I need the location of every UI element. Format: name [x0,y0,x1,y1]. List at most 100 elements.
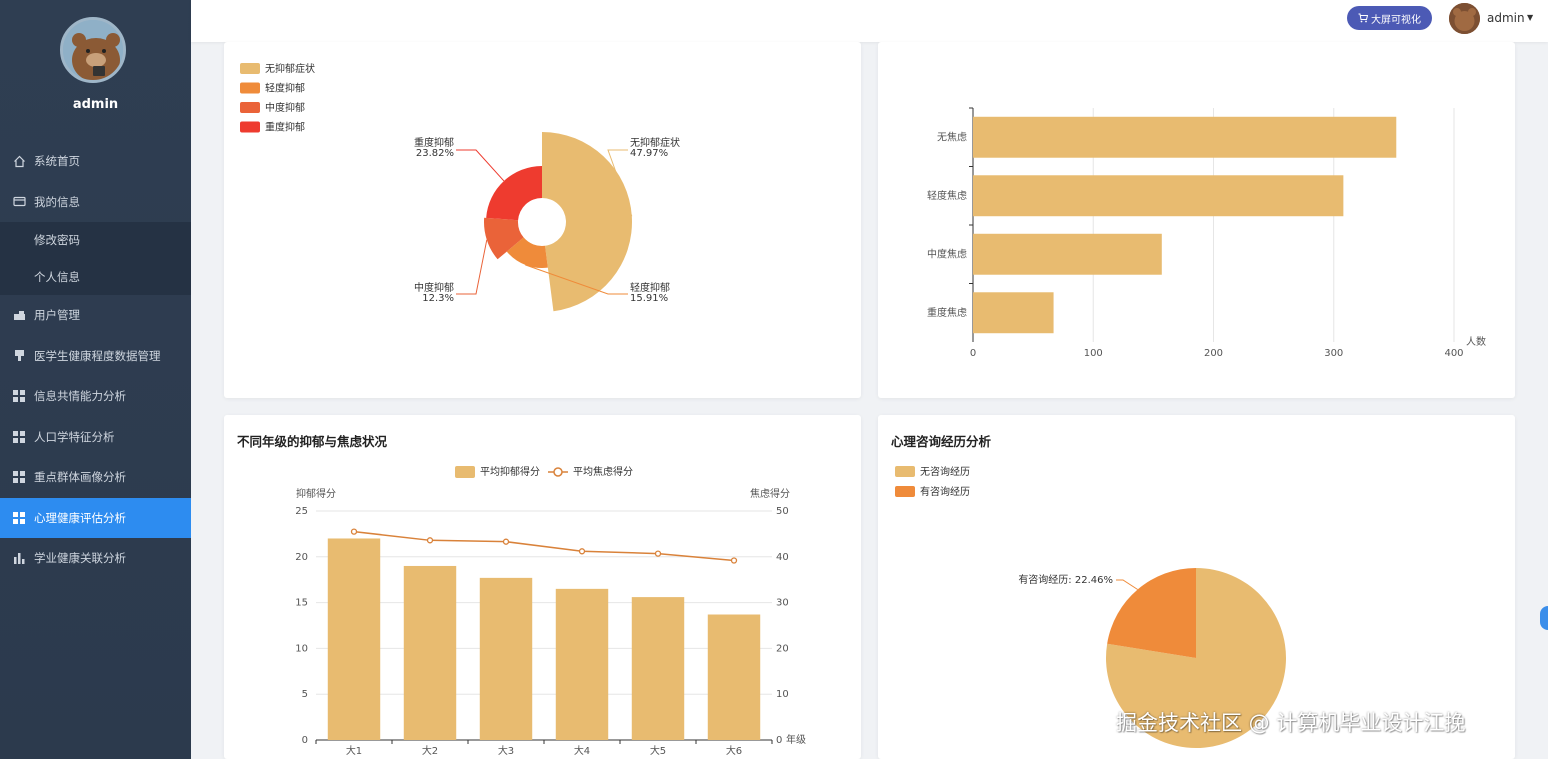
legend-swatch [240,63,260,74]
grade-chart-card: 不同年级的抑郁与焦虑状况 平均抑郁得分 平均焦虑得分 抑郁得分 焦虑得分 0 5 10 15 2… [224,415,861,759]
x-tick-label: 大2 [422,744,438,757]
legend-label: 中度抑郁 [265,101,305,114]
legend-label: 平均焦虑得分 [573,465,633,478]
y-tick-right: 40 [776,552,789,563]
grid-icon [12,430,26,444]
sidebar-menu: 系统首页 我的信息 修改密码 个人信息 用户管理 医学生健 [0,141,191,579]
x-tick-label: 200 [1204,348,1223,359]
line-point [502,538,510,545]
bigscreen-button[interactable]: 大屏可视化 [1347,6,1432,30]
line-point [578,548,586,555]
sidebar-item-my-info[interactable]: 我的信息 [0,182,191,223]
sidebar-item-change-password[interactable]: 修改密码 [0,222,191,259]
sidebar-item-demographics[interactable]: 人口学特征分析 [0,417,191,458]
data-manage-icon [12,349,26,363]
sidebar-item-label: 我的信息 [34,194,80,209]
legend-swatch [240,102,260,113]
home-icon [12,154,26,168]
y-tick-right: 0 [776,735,782,746]
legend-label: 轻度抑郁 [265,82,305,95]
legend-swatch [455,466,475,478]
sidebar-item-academic[interactable]: 学业健康关联分析 [0,538,191,579]
depression-rose-chart: 无抑郁症状轻度抑郁中度抑郁重度抑郁无抑郁症状47.97%轻度抑郁15.91%中度… [240,62,680,312]
sidebar-item-label: 信息共情能力分析 [34,389,126,404]
sidebar-item-data-manage[interactable]: 医学生健康程度数据管理 [0,336,191,377]
chevron-down-icon[interactable]: ▼ [1527,13,1534,22]
card-title: 心理咨询经历分析 [891,434,992,449]
label-line [525,264,628,295]
watermark: 掘金技术社区 @ 计算机毕业设计江挽 [1116,711,1466,735]
sidebar-item-personal-info[interactable]: 个人信息 [0,259,191,296]
y-tick-label: 重度焦虑 [927,306,967,319]
bar [973,175,1344,217]
bar [479,577,533,740]
x-tick-label: 大5 [650,744,666,757]
slice-label: 中度抑郁 [414,281,454,294]
y-axis-left-label: 抑郁得分 [296,487,336,500]
x-axis-label: 年级 [786,733,806,746]
sidebar-item-user-manage[interactable]: 用户管理 [0,295,191,336]
sidebar-item-empathy[interactable]: 信息共情能力分析 [0,376,191,417]
y-tick-label: 中度焦虑 [927,247,967,260]
grid-icon [12,470,26,484]
line-point [654,550,662,557]
sidebar-item-home[interactable]: 系统首页 [0,141,191,182]
bar [973,233,1162,275]
series-line [353,530,735,562]
bar [555,588,609,740]
submenu-my-info: 修改密码 个人信息 [0,222,191,295]
side-float-button[interactable] [1540,606,1548,630]
slice-label: 无抑郁症状 [630,136,680,149]
label-line [456,239,488,295]
y-tick-right: 10 [776,689,789,700]
pie-slice [542,132,632,312]
y-tick-right: 30 [776,598,789,609]
y-tick-left: 10 [295,643,308,654]
bar [973,116,1397,158]
pie-slice [484,217,524,260]
sidebar-item-label: 用户管理 [34,308,80,323]
slice-label: 轻度抑郁 [630,281,670,294]
sidebar-item-label: 修改密码 [34,233,80,248]
sidebar: admin 系统首页 我的信息 修改密码 个人信息 用户管理 [0,0,191,759]
line-point [350,528,358,535]
legend-swatch [895,466,915,477]
y-tick-left: 15 [295,598,308,609]
anxiety-chart-card: 0 100 200 300 400 人数 无焦虑 轻度焦虑 中度焦虑 重度焦虑 [878,42,1515,398]
line-point [426,537,434,544]
y-tick-right: 50 [776,506,789,517]
x-tick-label: 大1 [346,744,362,757]
legend-label: 重度抑郁 [265,121,305,134]
sidebar-item-mental-health[interactable]: 心理健康评估分析 [0,497,191,538]
slice-percent: 15.91% [630,293,668,304]
pie-slice [486,166,542,221]
x-tick-label: 100 [1084,348,1103,359]
x-tick-label: 0 [970,348,976,359]
slice-label: 重度抑郁 [414,136,454,149]
pie-slice [506,237,548,268]
avatar[interactable] [60,17,126,83]
depression-chart-card: 无抑郁症状 轻度抑郁 中度抑郁 重度抑郁 无抑郁症状 47.97% 轻度抑郁 15.91% 中度… [224,42,861,398]
legend-swatch [240,82,260,94]
x-tick-label: 400 [1444,348,1463,359]
slice-percent: 23.82% [416,148,454,159]
user-avatar[interactable] [1449,3,1480,34]
sidebar-item-label: 心理健康评估分析 [34,510,126,525]
y-tick-left: 5 [302,689,308,700]
slice-percent: 47.97% [630,148,668,159]
sidebar-item-key-groups[interactable]: 重点群体画像分析 [0,457,191,498]
line-point [730,557,738,564]
card-title: 不同年级的抑郁与焦虑状况 [237,434,388,449]
grid-icon [12,511,26,525]
bar [707,614,761,740]
x-tick-label: 大3 [498,744,514,757]
top-username[interactable]: admin [1487,11,1525,25]
y-tick-left: 20 [295,552,308,563]
legend-swatch [240,121,260,133]
slice-percent: 12.3% [422,293,454,304]
counseling-chart-card: 心理咨询经历分析 无咨询经历 有咨询经历 有咨询经历: 22.46% [878,415,1515,759]
y-tick-left: 0 [302,735,308,746]
